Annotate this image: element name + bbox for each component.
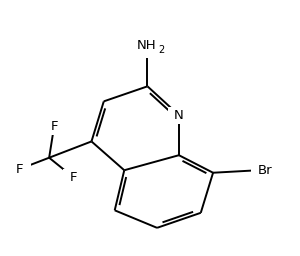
- FancyBboxPatch shape: [251, 160, 290, 180]
- Text: N: N: [174, 109, 184, 122]
- Text: Br: Br: [258, 164, 273, 177]
- FancyBboxPatch shape: [167, 106, 190, 124]
- FancyBboxPatch shape: [43, 117, 65, 135]
- Text: F: F: [70, 171, 78, 184]
- Text: NH: NH: [136, 38, 156, 51]
- FancyBboxPatch shape: [128, 33, 170, 58]
- FancyBboxPatch shape: [8, 160, 31, 178]
- Text: F: F: [16, 163, 23, 176]
- Text: F: F: [50, 120, 58, 133]
- FancyBboxPatch shape: [63, 169, 85, 187]
- Text: 2: 2: [158, 45, 165, 55]
